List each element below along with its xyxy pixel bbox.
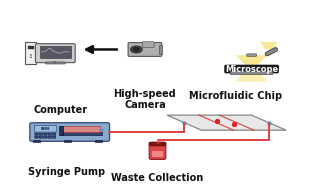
Text: Syringe Pump: Syringe Pump [28, 167, 105, 177]
FancyBboxPatch shape [33, 140, 40, 143]
Circle shape [133, 47, 140, 51]
FancyBboxPatch shape [39, 133, 43, 135]
FancyBboxPatch shape [35, 136, 38, 138]
FancyBboxPatch shape [64, 140, 71, 143]
Text: Microscope: Microscope [225, 64, 278, 74]
FancyBboxPatch shape [35, 44, 75, 63]
FancyBboxPatch shape [45, 62, 65, 64]
FancyBboxPatch shape [26, 42, 37, 64]
Text: Waste Collection: Waste Collection [112, 173, 203, 183]
FancyBboxPatch shape [52, 136, 56, 138]
FancyBboxPatch shape [225, 65, 278, 73]
Text: Microfluidic Chip: Microfluidic Chip [189, 91, 283, 101]
FancyBboxPatch shape [43, 136, 47, 138]
Circle shape [30, 57, 32, 58]
FancyBboxPatch shape [52, 133, 56, 135]
Text: 8888: 8888 [41, 127, 50, 131]
Polygon shape [236, 55, 267, 66]
FancyBboxPatch shape [142, 42, 154, 47]
FancyBboxPatch shape [61, 127, 101, 133]
FancyBboxPatch shape [39, 136, 43, 138]
FancyBboxPatch shape [28, 46, 34, 49]
FancyBboxPatch shape [95, 140, 102, 143]
FancyBboxPatch shape [43, 133, 47, 135]
FancyBboxPatch shape [35, 133, 38, 135]
Polygon shape [236, 74, 267, 82]
FancyBboxPatch shape [48, 133, 51, 135]
Text: Computer: Computer [33, 105, 87, 115]
Polygon shape [168, 116, 287, 131]
FancyBboxPatch shape [34, 125, 57, 132]
Circle shape [130, 46, 142, 53]
FancyBboxPatch shape [48, 136, 51, 138]
FancyBboxPatch shape [230, 71, 273, 75]
Polygon shape [260, 42, 278, 50]
FancyBboxPatch shape [159, 45, 163, 54]
Circle shape [30, 54, 32, 55]
FancyBboxPatch shape [247, 54, 256, 56]
FancyBboxPatch shape [39, 46, 71, 58]
FancyBboxPatch shape [149, 143, 166, 146]
FancyBboxPatch shape [60, 132, 102, 135]
Text: High-speed
Camera: High-speed Camera [114, 89, 176, 111]
FancyBboxPatch shape [128, 43, 162, 56]
FancyBboxPatch shape [149, 142, 166, 159]
FancyBboxPatch shape [30, 123, 110, 141]
FancyBboxPatch shape [59, 126, 63, 135]
FancyBboxPatch shape [152, 151, 163, 157]
Polygon shape [167, 115, 286, 130]
